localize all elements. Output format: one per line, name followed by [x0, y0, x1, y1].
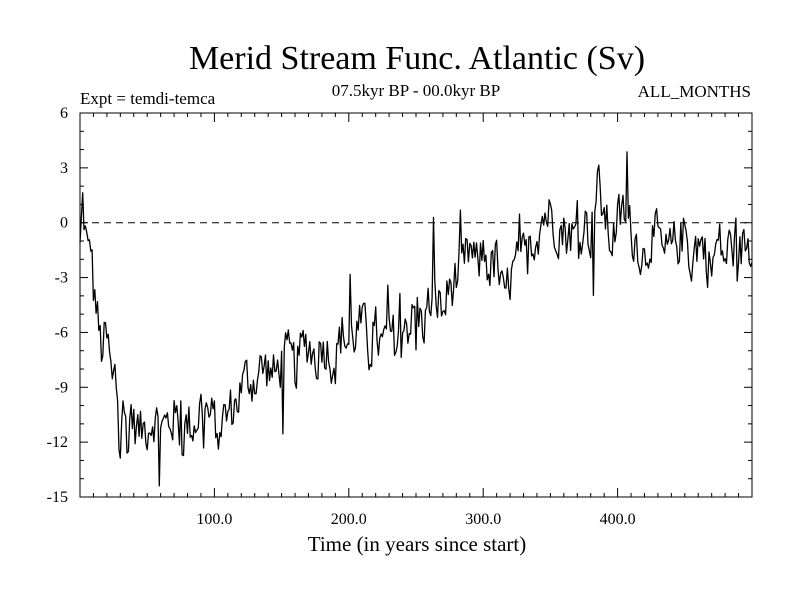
period-label: 07.5kyr BP - 00.0kyr BP: [332, 81, 500, 100]
y-tick-label: 6: [60, 105, 68, 122]
data-series-line: [79, 151, 753, 487]
months-label: ALL_MONTHS: [638, 82, 751, 101]
x-axis-label: Time (in years since start): [308, 532, 527, 556]
chart-title: Merid Stream Func. Atlantic (Sv): [189, 40, 645, 77]
y-tick-label: -12: [47, 434, 68, 451]
y-tick-label: 3: [60, 160, 68, 177]
plot-frame: [79, 112, 753, 498]
y-tick-label: -15: [47, 489, 68, 506]
y-tick-label: -3: [55, 270, 68, 287]
experiment-label: Expt = temdi-temca: [80, 89, 216, 108]
x-tick-label: 100.0: [196, 511, 232, 528]
x-tick-label: 200.0: [331, 511, 367, 528]
plot-area: 6 3 0 -3 -6 -9 -12 -15 100.0 200.0 300.0 400.0: [47, 105, 753, 528]
x-tick-label: 300.0: [465, 511, 501, 528]
y-tick-label: -6: [55, 324, 68, 341]
x-tick-label: 400.0: [600, 511, 636, 528]
y-tick-label: -9: [55, 379, 68, 396]
y-tick-label: 0: [60, 215, 68, 232]
